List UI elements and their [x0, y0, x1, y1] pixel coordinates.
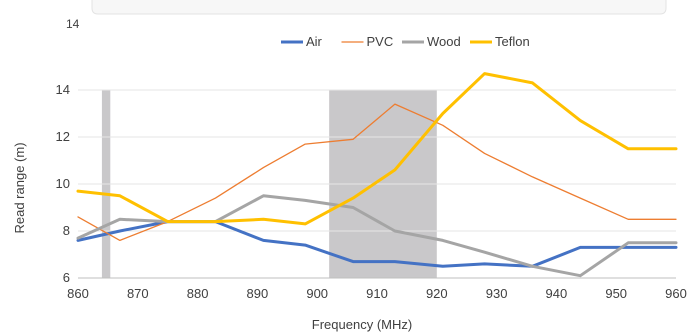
legend-label-air: Air	[306, 34, 323, 49]
x-tick-label: 860	[67, 286, 89, 301]
series-lines	[76, 72, 678, 278]
y-axis-title: Read range (m)	[12, 142, 27, 233]
legend: Air PVC Wood Teflon	[281, 34, 530, 49]
y-tick-label: 14	[56, 82, 70, 97]
top-cropped-label: 14	[66, 17, 80, 31]
x-tick-label: 960	[665, 286, 687, 301]
y-tick-labels: 6 8 10 12 14	[56, 82, 70, 285]
legend-label-teflon: Teflon	[495, 34, 530, 49]
gridlines	[78, 89, 676, 279]
x-tick-label: 880	[187, 286, 209, 301]
x-tick-label: 940	[546, 286, 568, 301]
cropped-frame-edge	[91, 0, 667, 15]
y-tick-label: 8	[63, 223, 70, 238]
x-tick-labels: 860 870 880 890 900 910 920 930 940 950 960	[67, 286, 687, 301]
x-axis-title: Frequency (MHz)	[312, 317, 412, 332]
legend-label-wood: Wood	[427, 34, 461, 49]
y-tick-label: 6	[63, 270, 70, 285]
y-tick-label: 12	[56, 129, 70, 144]
x-tick-label: 890	[247, 286, 269, 301]
x-tick-label: 910	[366, 286, 388, 301]
series-line-teflon	[76, 72, 678, 226]
x-tick-label: 870	[127, 286, 149, 301]
x-tick-label: 900	[306, 286, 328, 301]
x-tick-label: 920	[426, 286, 448, 301]
y-tick-label: 10	[56, 176, 70, 191]
legend-label-pvc: PVC	[367, 34, 394, 49]
x-tick-label: 930	[486, 286, 508, 301]
series-line-pvc	[77, 103, 677, 242]
x-tick-label: 950	[605, 286, 627, 301]
